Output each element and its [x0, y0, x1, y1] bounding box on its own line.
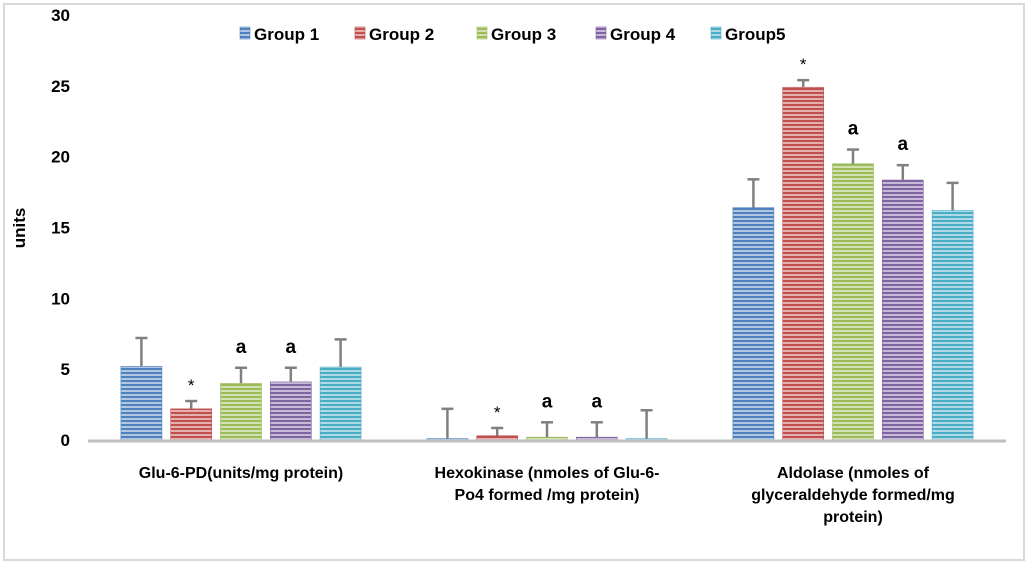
- bar-group-2-cat-2: [476, 435, 519, 441]
- legend-label: Group 3: [491, 25, 556, 44]
- x-category-label: Aldolase (nmoles of glyceraldehyde formed…: [751, 465, 955, 526]
- y-axis: 0 5 10 15 20 25 30: [51, 6, 70, 450]
- y-tick-label: 5: [61, 360, 70, 379]
- significance-star: *: [800, 55, 807, 74]
- bar-group5-cat-3: [931, 210, 974, 441]
- bar-group5-cat-1: [319, 366, 362, 441]
- legend-item: Group 3: [476, 25, 556, 44]
- legend-item: Group5: [710, 25, 785, 44]
- legend-label: Group 2: [369, 25, 434, 44]
- y-tick-label: 0: [61, 431, 70, 450]
- legend-label: Group 1: [254, 25, 319, 44]
- legend-item: Group 4: [595, 25, 676, 44]
- legend-label: Group5: [725, 25, 785, 44]
- bar-group-4-cat-1: [269, 381, 312, 441]
- x-category-label: Glu-6-PD(units/mg protein): [139, 465, 343, 482]
- y-tick-label: 20: [51, 148, 70, 167]
- bar-group-3-cat-3: [832, 163, 874, 441]
- legend-label: Group 4: [610, 25, 676, 44]
- bar-group-3-cat-1: [220, 383, 262, 441]
- significance-star: *: [188, 376, 195, 395]
- y-axis-label: units: [10, 208, 29, 249]
- bar-group-2-cat-1: [170, 408, 212, 441]
- legend-swatch: [354, 26, 366, 40]
- bar-group-1-cat-1: [120, 366, 163, 441]
- bar-group-2-cat-3: [782, 86, 825, 441]
- significance-letter: a: [848, 119, 859, 140]
- significance-letter: a: [286, 337, 297, 358]
- legend-swatch: [239, 26, 251, 40]
- y-tick-label: 15: [51, 219, 70, 238]
- x-axis-labels: Glu-6-PD(units/mg protein) Hexokinase (nm…: [139, 465, 955, 526]
- significance-letter: a: [592, 391, 603, 412]
- legend-swatch: [710, 26, 722, 40]
- bars: * a a * a a * a a: [120, 55, 974, 441]
- y-tick-label: 25: [51, 77, 70, 96]
- significance-letter: a: [542, 391, 553, 412]
- bar-group-4-cat-3: [881, 179, 924, 441]
- legend-item: Group 2: [354, 25, 434, 44]
- legend: Group 1 Group 2 Group 3 Group 4 Group5: [239, 25, 785, 44]
- legend-swatch: [595, 26, 607, 40]
- y-tick-label: 30: [51, 6, 70, 25]
- bar-group-1-cat-3: [732, 207, 775, 441]
- x-category-label: Hexokinase (nmoles of Glu-6-Po4 formed /…: [435, 465, 660, 504]
- significance-letter: a: [898, 134, 909, 155]
- y-tick-label: 10: [51, 289, 70, 308]
- legend-swatch: [476, 26, 488, 40]
- significance-star: *: [494, 403, 501, 422]
- significance-letter: a: [236, 337, 247, 358]
- legend-item: Group 1: [239, 25, 319, 44]
